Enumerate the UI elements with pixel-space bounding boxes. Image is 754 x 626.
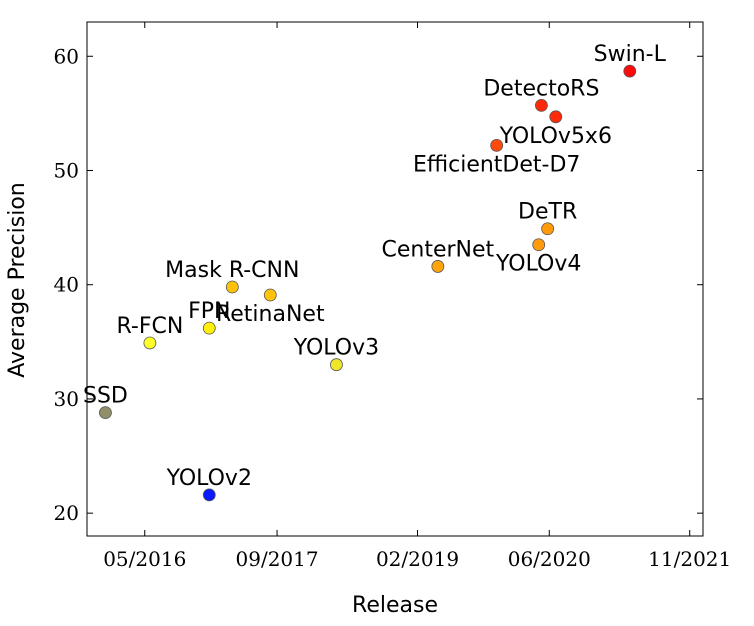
- plot-frame: [86, 21, 704, 537]
- label-centernet: CenterNet: [382, 237, 495, 262]
- y-tick-label: 40: [54, 273, 79, 297]
- x-tick-label: 09/2017: [236, 547, 319, 571]
- point-detectors: [535, 98, 548, 112]
- x-tick-label: 06/2020: [508, 547, 591, 571]
- point-fpn: [202, 321, 216, 335]
- point-ssd: [99, 406, 112, 420]
- y-tick-label: 50: [54, 158, 79, 182]
- y-axis-label: Average Precision: [5, 182, 30, 378]
- y-axis-ticks: 20 30 40 50 60: [54, 44, 703, 525]
- y-tick-label: 30: [54, 387, 79, 411]
- point-mask-r-cnn: [225, 280, 239, 294]
- label-yolov3: YOLOv3: [293, 336, 379, 361]
- point-centernet: [431, 260, 445, 273]
- label-swin-l: Swin-L: [594, 42, 667, 67]
- point-retinanet: [263, 288, 277, 302]
- x-tick-label: 02/2019: [376, 547, 459, 571]
- point-yolov5x6: [549, 110, 563, 124]
- label-retinanet: RetinaNet: [216, 302, 325, 327]
- point-swin-l: [623, 64, 637, 78]
- label-fpn: FPN: [188, 299, 230, 324]
- point-r-fcn: [143, 336, 157, 350]
- data-points: [99, 64, 637, 502]
- y-tick-label: 20: [54, 501, 79, 525]
- x-axis-ticks: 05/2016 09/2017 02/2019 06/2020 11/2021: [103, 22, 731, 571]
- label-detectors: DetectoRS: [483, 76, 599, 101]
- point-detr: [541, 222, 555, 236]
- point-efficientdet-d7: [490, 138, 504, 152]
- label-r-fcn: R-FCN: [116, 314, 183, 339]
- point-yolov4: [532, 238, 546, 252]
- x-tick-label: 11/2021: [648, 547, 731, 571]
- label-yolov4: YOLOv4: [495, 252, 581, 277]
- label-efficientdet-d7: EfficientDet-D7: [413, 152, 580, 177]
- y-tick-label: 60: [54, 44, 79, 68]
- label-yolov2: YOLOv2: [166, 466, 252, 491]
- label-detr: DeTR: [518, 200, 577, 225]
- point-yolov3: [330, 358, 343, 372]
- x-tick-label: 05/2016: [103, 547, 186, 571]
- label-yolov5x6: YOLOv5x6: [499, 124, 612, 149]
- label-ssd: SSD: [83, 384, 128, 409]
- point-yolov2: [202, 488, 216, 502]
- x-axis-label: Release: [352, 593, 438, 618]
- label-mask-r-cnn: Mask R-CNN: [165, 258, 299, 283]
